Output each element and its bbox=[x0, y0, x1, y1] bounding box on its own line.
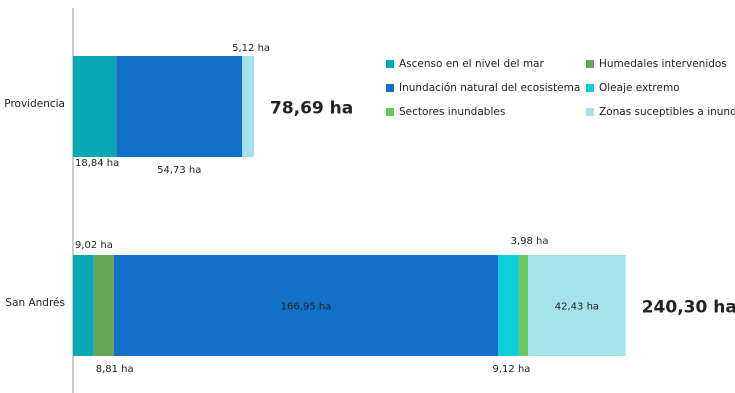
legend-label: Humedales intervenidos bbox=[599, 58, 727, 70]
bar-segment bbox=[518, 255, 529, 356]
bar-segment bbox=[73, 56, 117, 157]
data-label: 3,98 ha bbox=[511, 236, 549, 247]
category-label: San Andrés bbox=[5, 297, 65, 309]
legend-swatch bbox=[386, 60, 394, 68]
data-label: 9,12 ha bbox=[493, 364, 531, 375]
legend-label: Ascenso en el nivel del mar bbox=[399, 58, 544, 70]
legend-item: Humedales intervenidos bbox=[586, 58, 731, 70]
legend-label: Zonas suceptibles a inundación bbox=[599, 106, 735, 118]
bars-layer bbox=[73, 56, 626, 356]
legend: Ascenso en el nivel del mar Humedales in… bbox=[386, 58, 735, 118]
category-label: Providencia bbox=[4, 98, 65, 110]
total-label: 240,30 ha bbox=[642, 298, 735, 318]
total-label: 78,69 ha bbox=[270, 99, 353, 119]
legend-label: Inundación natural del ecosistema bbox=[399, 82, 581, 94]
bar-segment bbox=[528, 255, 626, 356]
legend-item: Ascenso en el nivel del mar bbox=[386, 58, 586, 70]
data-label: 9,02 ha bbox=[75, 240, 113, 251]
bar-segment bbox=[242, 56, 254, 157]
data-label: 42,43 ha bbox=[555, 302, 599, 313]
bar-segment bbox=[93, 255, 115, 356]
bar-segment bbox=[73, 255, 94, 356]
bar-segment bbox=[497, 255, 519, 356]
legend-label: Sectores inundables bbox=[399, 106, 506, 118]
data-label: 166,95 ha bbox=[281, 302, 332, 313]
legend-swatch bbox=[386, 84, 394, 92]
bar-segment bbox=[114, 255, 498, 356]
legend-swatch bbox=[586, 60, 594, 68]
legend-swatch bbox=[586, 108, 594, 116]
bar-segment bbox=[116, 56, 243, 157]
legend-label: Oleaje extremo bbox=[599, 82, 680, 94]
legend-item: Zonas suceptibles a inundación bbox=[586, 106, 735, 118]
data-label: 8,81 ha bbox=[96, 364, 134, 375]
legend-swatch bbox=[386, 108, 394, 116]
data-label: 54,73 ha bbox=[157, 165, 201, 176]
legend-swatch bbox=[586, 84, 594, 92]
labels-layer: Providencia 18,84 ha 54,73 ha 5,12 ha 78,69 … bbox=[4, 43, 735, 375]
legend-item: Sectores inundables bbox=[386, 106, 586, 118]
data-label: 18,84 ha bbox=[75, 158, 119, 169]
data-label: 5,12 ha bbox=[232, 43, 270, 54]
legend-item: Inundación natural del ecosistema bbox=[386, 82, 586, 94]
legend-item: Oleaje extremo bbox=[586, 82, 731, 94]
